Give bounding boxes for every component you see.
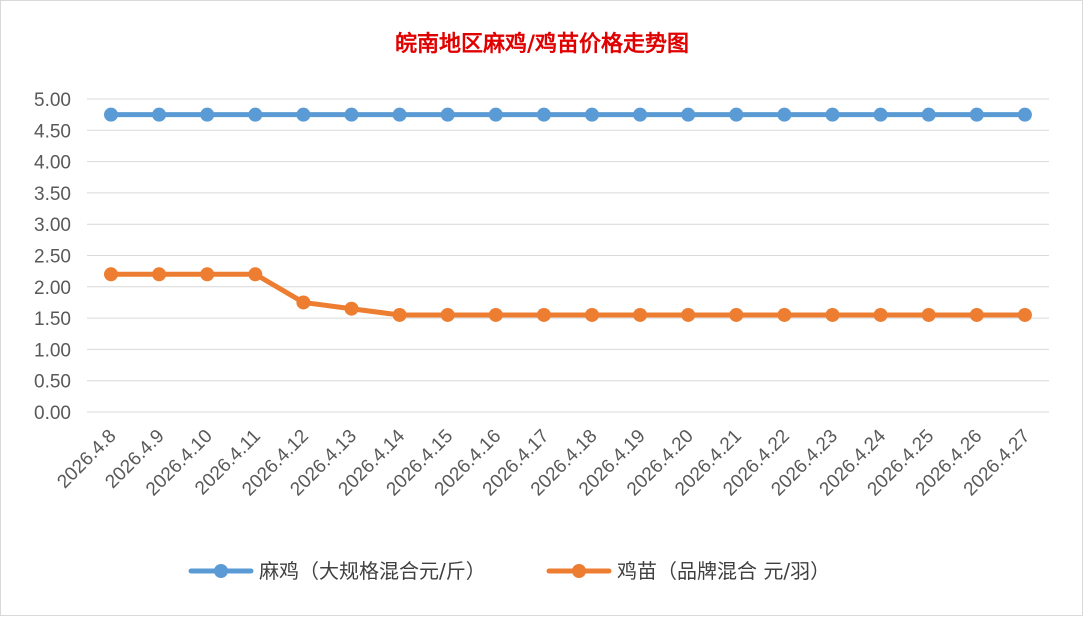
data-point bbox=[969, 307, 984, 322]
data-point bbox=[585, 107, 599, 122]
data-point bbox=[296, 107, 311, 122]
data-point bbox=[392, 107, 407, 122]
data-point bbox=[248, 267, 263, 282]
legend-item-2: 鸡苗（品牌混合 元/羽） bbox=[546, 559, 830, 583]
data-point bbox=[392, 307, 407, 322]
series-line bbox=[108, 271, 1028, 318]
data-point bbox=[488, 307, 503, 322]
legend-label: 麻鸡（大规格混合元/斤） bbox=[259, 559, 486, 583]
data-point bbox=[344, 301, 359, 316]
data-point bbox=[921, 307, 936, 322]
legend-marker bbox=[214, 564, 228, 578]
chart-title: 皖南地区麻鸡/鸡苗价格走势图 bbox=[395, 31, 689, 57]
series-1 bbox=[104, 107, 1032, 122]
series-2 bbox=[104, 267, 1032, 322]
data-point bbox=[729, 307, 744, 322]
data-point bbox=[825, 107, 840, 122]
data-point bbox=[440, 107, 455, 122]
data-point bbox=[200, 107, 215, 122]
legend-item-1: 麻鸡（大规格混合元/斤） bbox=[188, 559, 486, 583]
y-tick-label: 0.50 bbox=[34, 372, 71, 393]
data-point bbox=[152, 267, 167, 282]
data-point bbox=[777, 107, 792, 122]
y-tick-label: 5.00 bbox=[34, 90, 71, 111]
data-point bbox=[729, 107, 744, 122]
data-point bbox=[681, 107, 696, 122]
data-point bbox=[488, 107, 503, 122]
data-point bbox=[633, 307, 648, 322]
data-point bbox=[536, 307, 551, 322]
data-point bbox=[969, 107, 984, 122]
series-lines bbox=[104, 107, 1032, 322]
data-point bbox=[1017, 107, 1032, 122]
data-point bbox=[104, 107, 118, 122]
data-point bbox=[825, 307, 840, 322]
y-tick-label: 4.50 bbox=[34, 121, 71, 142]
data-point bbox=[296, 295, 311, 310]
data-point bbox=[248, 107, 263, 122]
data-point bbox=[873, 307, 888, 322]
y-tick-label: 4.00 bbox=[34, 153, 71, 174]
legend-label: 鸡苗（品牌混合 元/羽） bbox=[617, 559, 830, 583]
data-point bbox=[200, 267, 215, 282]
grid-lines bbox=[87, 98, 1049, 413]
data-point bbox=[777, 307, 792, 322]
data-point bbox=[344, 107, 359, 122]
y-tick-label: 3.00 bbox=[34, 215, 71, 236]
data-point bbox=[681, 307, 696, 322]
x-axis-ticks: 2026.4.82026.4.92026.4.102026.4.112026.4… bbox=[53, 425, 1034, 500]
data-point bbox=[536, 107, 551, 122]
data-point bbox=[585, 307, 599, 322]
y-axis-ticks: 0.00 0.50 1.00 1.50 2.00 2.50 3.00 3.50 4.00 4.50… bbox=[34, 90, 71, 424]
y-tick-label: 1.50 bbox=[34, 309, 71, 330]
y-tick-label: 2.50 bbox=[34, 247, 71, 268]
y-tick-label: 3.50 bbox=[34, 184, 71, 205]
legend-marker bbox=[572, 564, 586, 578]
y-tick-label: 2.00 bbox=[34, 278, 71, 299]
y-tick-label: 1.00 bbox=[34, 340, 71, 361]
data-point bbox=[633, 107, 648, 122]
data-point bbox=[440, 307, 455, 322]
y-tick-label: 0.00 bbox=[34, 403, 71, 424]
legend: 麻鸡（大规格混合元/斤） 鸡苗（品牌混合 元/羽） bbox=[188, 559, 830, 583]
data-point bbox=[152, 107, 167, 122]
data-point bbox=[1017, 307, 1032, 322]
data-point bbox=[921, 107, 936, 122]
data-point bbox=[104, 267, 118, 282]
data-point bbox=[873, 107, 888, 122]
